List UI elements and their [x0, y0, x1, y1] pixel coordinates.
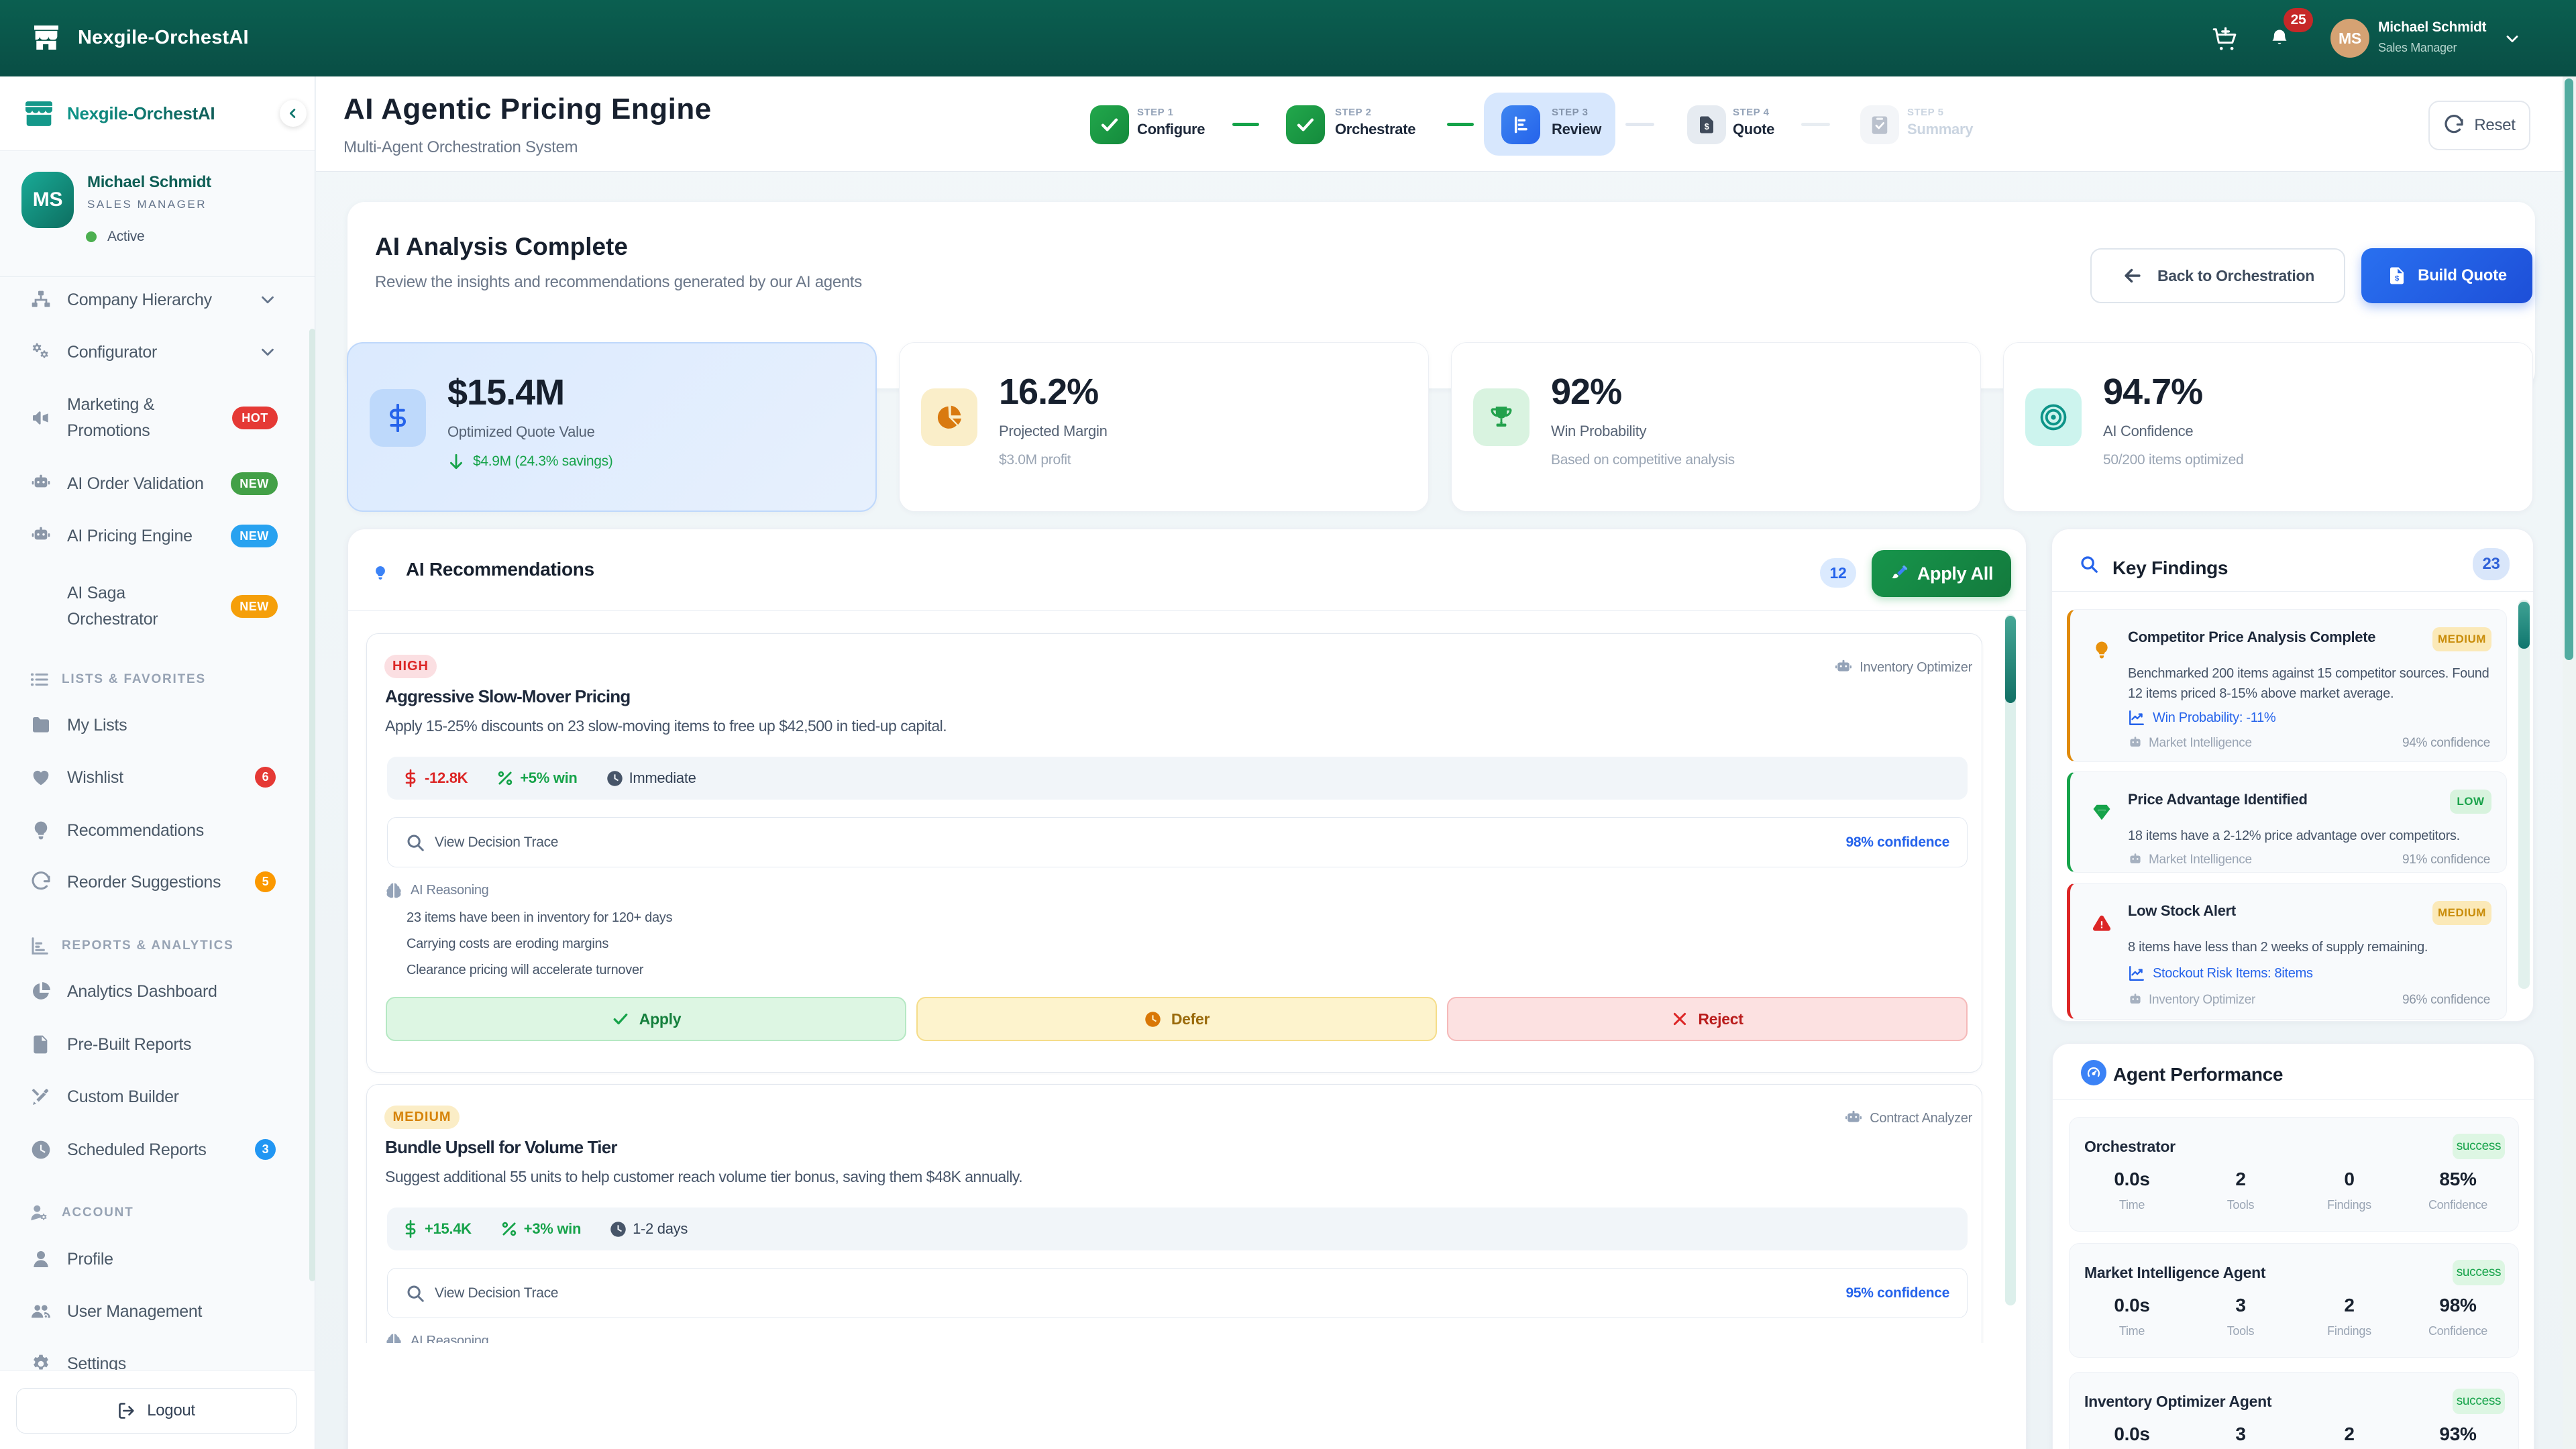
svg-text:$: $ — [2395, 275, 2400, 283]
svg-text:$: $ — [1705, 122, 1709, 131]
